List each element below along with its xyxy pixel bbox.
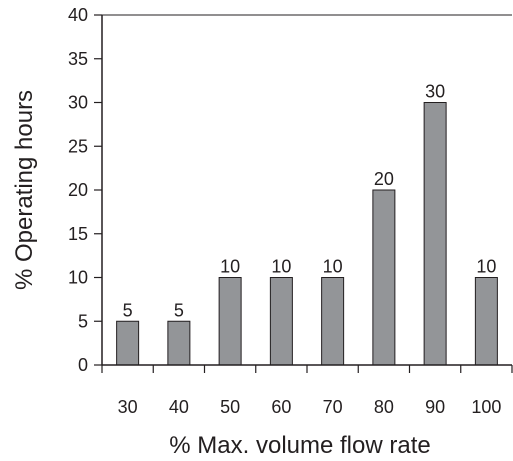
y-tick-label-35: 35 bbox=[68, 49, 88, 69]
x-tick-label-90: 90 bbox=[425, 397, 445, 417]
y-tick-label-0: 0 bbox=[78, 355, 88, 375]
bar-90 bbox=[423, 102, 447, 366]
data-label-80: 20 bbox=[374, 169, 394, 189]
data-label-50: 10 bbox=[220, 257, 240, 277]
data-label-60: 10 bbox=[271, 257, 291, 277]
bar-100 bbox=[474, 277, 498, 366]
bar-50 bbox=[218, 277, 242, 366]
data-label-30: 5 bbox=[123, 300, 133, 320]
y-tick-label-40: 40 bbox=[68, 5, 88, 25]
x-tick-label-100: 100 bbox=[471, 397, 501, 417]
bar-70 bbox=[321, 277, 345, 366]
data-label-group: 5 5 10 10 10 20 30 10 bbox=[123, 82, 497, 321]
bar-40 bbox=[167, 320, 191, 366]
y-axis-label: % Operating hours bbox=[11, 90, 38, 290]
x-tick-label-80: 80 bbox=[374, 397, 394, 417]
y-tick-label-15: 15 bbox=[68, 224, 88, 244]
x-tick-label-70: 70 bbox=[323, 397, 343, 417]
bar-30 bbox=[116, 320, 140, 366]
data-label-40: 5 bbox=[174, 300, 184, 320]
x-tick-label-40: 40 bbox=[169, 397, 189, 417]
axis-group: 0 5 10 15 20 25 30 35 40 30 40 50 60 70 80 90 100 bbox=[68, 5, 513, 417]
x-tick-label-60: 60 bbox=[271, 397, 291, 417]
bar-80 bbox=[372, 189, 396, 366]
data-label-70: 10 bbox=[323, 257, 343, 277]
y-tick-label-20: 20 bbox=[68, 180, 88, 200]
data-label-100: 10 bbox=[476, 257, 496, 277]
y-tick-label-5: 5 bbox=[78, 311, 88, 331]
y-tick-label-25: 25 bbox=[68, 136, 88, 156]
x-tick-label-50: 50 bbox=[220, 397, 240, 417]
data-label-90: 30 bbox=[425, 82, 445, 102]
x-axis-label: % Max. volume flow rate bbox=[169, 432, 430, 459]
bar-series bbox=[116, 102, 498, 366]
y-tick-label-30: 30 bbox=[68, 93, 88, 113]
x-tick-label-30: 30 bbox=[118, 397, 138, 417]
bar-60 bbox=[269, 277, 293, 366]
y-tick-label-10: 10 bbox=[68, 268, 88, 288]
